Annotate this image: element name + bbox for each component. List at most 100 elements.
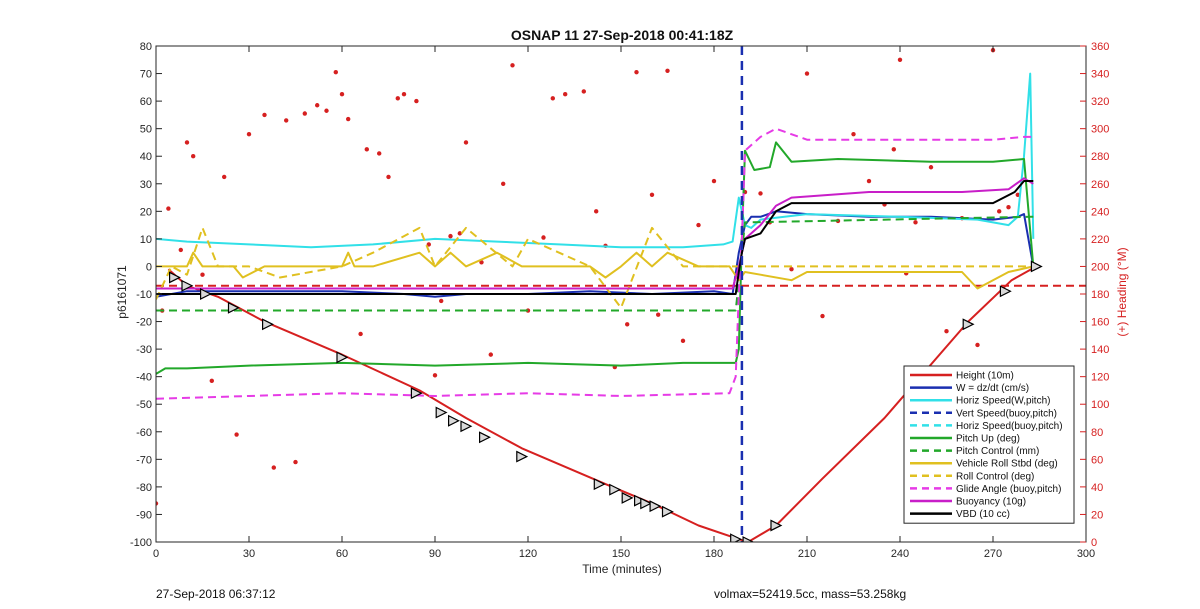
- x-tick-label: 270: [984, 548, 1002, 560]
- heading-point: [395, 96, 400, 101]
- heading-point: [166, 206, 171, 211]
- legend: Height (10m)W = dz/dt (cm/s) Horiz Speed(…: [903, 365, 1075, 524]
- dive-marker: [1030, 260, 1043, 273]
- legend-entry: W = dz/dt (cm/s): [956, 383, 1029, 394]
- heading-point: [510, 63, 515, 68]
- heading-point: [680, 338, 686, 344]
- heading-point: [891, 147, 896, 152]
- y2-tick-label: 60: [1091, 454, 1103, 466]
- heading-point: [222, 174, 227, 180]
- heading-point: [346, 116, 351, 122]
- dive-marker: [181, 279, 194, 292]
- y-tick-label: 80: [140, 41, 152, 53]
- x-tick-label: 0: [153, 548, 159, 560]
- footer-timestamp: 27-Sep-2018 06:37:12: [156, 587, 276, 601]
- y-axis-label: p6161071: [115, 265, 129, 319]
- heading-point: [594, 209, 599, 214]
- y2-tick-label: 320: [1091, 96, 1109, 108]
- y-tick-label: 20: [140, 206, 152, 218]
- y2-tick-label: 0: [1091, 537, 1097, 549]
- heading-point: [271, 465, 276, 470]
- y-tick-label: -30: [136, 344, 152, 356]
- heading-point: [432, 373, 438, 378]
- dive-marker: [435, 406, 448, 419]
- dive-marker: [999, 285, 1012, 298]
- series-line-7: [156, 251, 1034, 290]
- heading-point: [550, 96, 555, 101]
- y-tick-label: -40: [136, 372, 152, 384]
- series-line-8: [156, 226, 1034, 309]
- legend-entry: Vehicle Roll Stbd (deg): [956, 459, 1058, 470]
- dive-marker: [200, 288, 212, 300]
- heading-point: [414, 98, 419, 104]
- legend-entry: Horiz Speed(W,pitch): [956, 396, 1050, 407]
- y-tick-label: -100: [130, 537, 152, 549]
- x-tick-label: 300: [1077, 548, 1095, 560]
- dive-marker: [169, 271, 181, 284]
- axes: 0 30 60 90 120 150 180 210 240 270 300-100-90-80-7…: [130, 41, 1109, 560]
- y-tick-label: 40: [140, 151, 152, 163]
- heading-point: [975, 342, 980, 348]
- heading-point: [820, 313, 825, 319]
- y2-tick-label: 40: [1091, 482, 1103, 494]
- y-tick-label: 0: [146, 261, 152, 273]
- dive-marker: [649, 500, 662, 513]
- heading-point: [501, 181, 506, 186]
- y2-tick-label: 340: [1091, 69, 1109, 81]
- series-line-11: [156, 180, 1034, 295]
- x-tick-label: 90: [429, 548, 441, 560]
- dive-marker: [640, 497, 653, 510]
- series-line-9: [156, 127, 1034, 400]
- dive-marker: [593, 478, 606, 491]
- heading-point: [234, 432, 239, 437]
- heading-point: [339, 92, 345, 97]
- dive-marker: [227, 301, 240, 314]
- heading-point: [184, 140, 190, 145]
- y-tick-label: -80: [136, 482, 152, 494]
- y-tick-label: -70: [136, 454, 152, 466]
- heading-point: [625, 322, 630, 327]
- y2-tick-label: 100: [1091, 399, 1109, 411]
- x-tick-label: 240: [891, 548, 909, 560]
- y2-tick-label: 180: [1091, 289, 1109, 301]
- heading-point: [541, 235, 546, 240]
- footer-info: volmax=52419.5cc, mass=53.258kg: [714, 587, 907, 601]
- y-tick-label: 30: [140, 179, 152, 191]
- chart-title: OSNAP 11 27-Sep-2018 00:41:18Z: [511, 27, 734, 43]
- y-tick-label: -90: [136, 509, 152, 521]
- y-tick-label: 50: [140, 124, 152, 136]
- series-line-5: [156, 141, 1035, 375]
- heading-point: [1006, 205, 1011, 210]
- y-tick-label: 60: [140, 96, 152, 108]
- y2-tick-label: 240: [1091, 206, 1109, 218]
- legend-entry: Vert Speed(buoy,pitch): [956, 408, 1057, 419]
- y-tick-label: 10: [140, 234, 152, 246]
- heading-point: [191, 154, 196, 159]
- dive-marker: [770, 519, 783, 532]
- heading-point: [364, 147, 369, 152]
- heading-point: [665, 68, 670, 74]
- heading-point: [804, 71, 810, 76]
- y2-tick-label: 200: [1091, 261, 1109, 273]
- y2-tick-label: 160: [1091, 317, 1109, 329]
- heading-point: [262, 112, 267, 118]
- y-tick-label: -10: [136, 289, 152, 301]
- dive-marker: [609, 483, 622, 496]
- heading-point: [913, 220, 918, 225]
- heading-point: [997, 209, 1002, 214]
- series-line-6: [156, 215, 1034, 312]
- heading-point: [302, 111, 307, 116]
- heading-point: [246, 131, 252, 137]
- series-line-1: [156, 210, 1035, 298]
- y2-tick-label: 260: [1091, 179, 1109, 191]
- y2-tick-label: 300: [1091, 124, 1109, 136]
- legend-entry: Horiz Speed(buoy,pitch): [956, 421, 1063, 432]
- heading-point: [401, 92, 407, 97]
- heading-point: [333, 69, 338, 75]
- heading-point: [758, 191, 763, 196]
- heading-point: [634, 69, 639, 75]
- dive-marker: [410, 387, 423, 400]
- heading-point: [928, 165, 934, 170]
- dive-marker: [262, 318, 274, 331]
- x-tick-label: 60: [336, 548, 348, 560]
